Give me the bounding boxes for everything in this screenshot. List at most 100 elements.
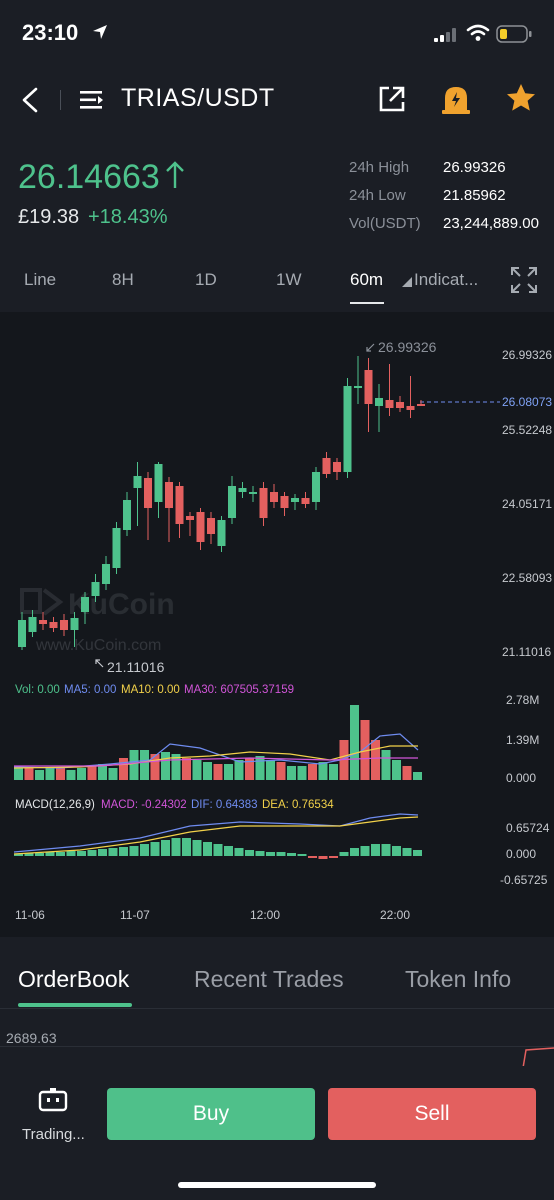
price-axis-current: 26.08073 [502,395,552,409]
macd-legend-dif: DIF: 0.64383 [191,799,257,811]
volume-bar [14,768,23,780]
candle-body [417,404,425,406]
macd-histogram-bar [150,842,160,856]
back-icon[interactable] [18,86,42,119]
macd-histogram-bar [45,852,55,856]
price-axis-label: 24.05171 [502,497,552,511]
candle-body [270,492,278,502]
kucoin-watermark-logo [20,588,64,616]
volume-bar [402,766,412,780]
fiat-price: £19.38 [18,206,80,228]
trading-bot-icon[interactable] [38,1088,68,1119]
volume-bar [161,752,170,780]
volume-bar [35,770,44,780]
vol-axis-label: 0.000 [506,771,536,785]
macd-histogram-bar [245,850,254,856]
macd-histogram-bar [371,844,380,856]
favorite-star-icon[interactable] [505,82,537,119]
macd-histogram-bar [339,852,349,856]
volume-bar [108,768,118,780]
macd-histogram-bar [234,848,244,856]
fullscreen-icon[interactable] [510,266,538,299]
candle-body [70,618,79,630]
tf-1w[interactable]: 1W [276,270,302,289]
price-axis-label: 21.11016 [502,645,551,659]
pair-menu-icon[interactable] [78,86,106,119]
share-icon[interactable] [377,84,407,119]
candle-body [238,488,247,492]
macd-histogram-bar [161,840,170,856]
tf-1d[interactable]: 1D [195,270,217,289]
volume-bar [77,768,86,780]
cellular-signal-icon [434,28,456,47]
battery-icon [496,24,532,49]
watermark-url: www.KuCoin.com [35,637,161,654]
volume-bar [140,750,149,780]
macd-legend-dea: DEA: 0.76534 [262,799,334,811]
candle-body [396,402,404,408]
macd-histogram-bar [14,854,23,856]
macd-histogram-bar [413,850,422,856]
volume-bar [66,770,76,780]
low-marker-label: 21.11016 [107,659,165,675]
macd-histogram-bar [171,838,181,856]
macd-legend-macd: MACD: -0.24302 [101,799,187,811]
volume-bar [213,764,223,780]
trading-label[interactable]: Trading... [22,1126,85,1143]
pair-header: TRIAS/USDT [0,70,554,130]
volume-bar [56,768,65,780]
tf-60m[interactable]: 60m [350,270,384,289]
tab-orderbook[interactable]: OrderBook [18,966,130,992]
volume-bar [381,750,391,780]
candle-body [112,528,121,568]
macd-histogram-bar [192,840,202,856]
vol-axis-label: 1.39M [506,733,539,747]
volume-bar [413,772,422,780]
kline-chart[interactable]: KuCoin www.KuCoin.com 26.99326 26.08073 … [0,312,554,937]
macd-histogram-bar [108,848,118,856]
low-marker-arrow-icon [95,659,104,668]
sell-button[interactable]: Sell [328,1088,536,1140]
macd-histogram-bar [287,853,296,856]
candle-body [175,486,184,524]
buy-button[interactable]: Buy [107,1088,315,1140]
time-axis-label: 22:00 [380,908,410,922]
candle-body [228,486,236,518]
tf-line[interactable]: Line [24,270,57,289]
macd-histogram-bar [255,851,265,856]
candle-body [406,406,415,410]
stat-label-volume: Vol(USDT) [349,215,421,232]
candle-body [144,478,152,508]
tf-indicators[interactable]: Indicat... [414,270,479,289]
macd-histogram-bar [213,844,223,856]
price-change: +18.43% [88,206,168,228]
moving-average-line [13,733,419,769]
price-alert-icon[interactable] [440,82,472,121]
macd-histogram-bar [329,856,338,858]
tab-recent-trades[interactable]: Recent Trades [194,966,344,992]
home-indicator [178,1182,376,1188]
candle-body [28,617,37,632]
volume-bar [129,750,139,780]
macd-histogram-bar [203,842,212,856]
orderbook-price: 2689.63 [6,1030,57,1046]
candle-body [133,476,142,488]
volume-bar [276,762,286,780]
candle-body [196,512,205,542]
candle-body [333,462,341,472]
volume-bar [45,768,55,780]
volume-bar [224,764,233,780]
tab-token-info[interactable]: Token Info [405,966,512,992]
macd-histogram-bar [56,852,65,856]
pair-title[interactable]: TRIAS/USDT [121,84,275,112]
volume-bar [255,756,265,780]
macd-histogram-bar [182,838,191,856]
location-arrow-icon [92,24,108,45]
ma10-legend: MA10: 0.00 [121,684,180,696]
candle-body [154,464,163,502]
volume-bar [98,764,107,780]
macd-histogram-bar [24,853,34,856]
macd-legend-name: MACD(12,26,9) [15,799,95,811]
tf-8h[interactable]: 8H [112,270,134,289]
candle-body [18,620,26,647]
